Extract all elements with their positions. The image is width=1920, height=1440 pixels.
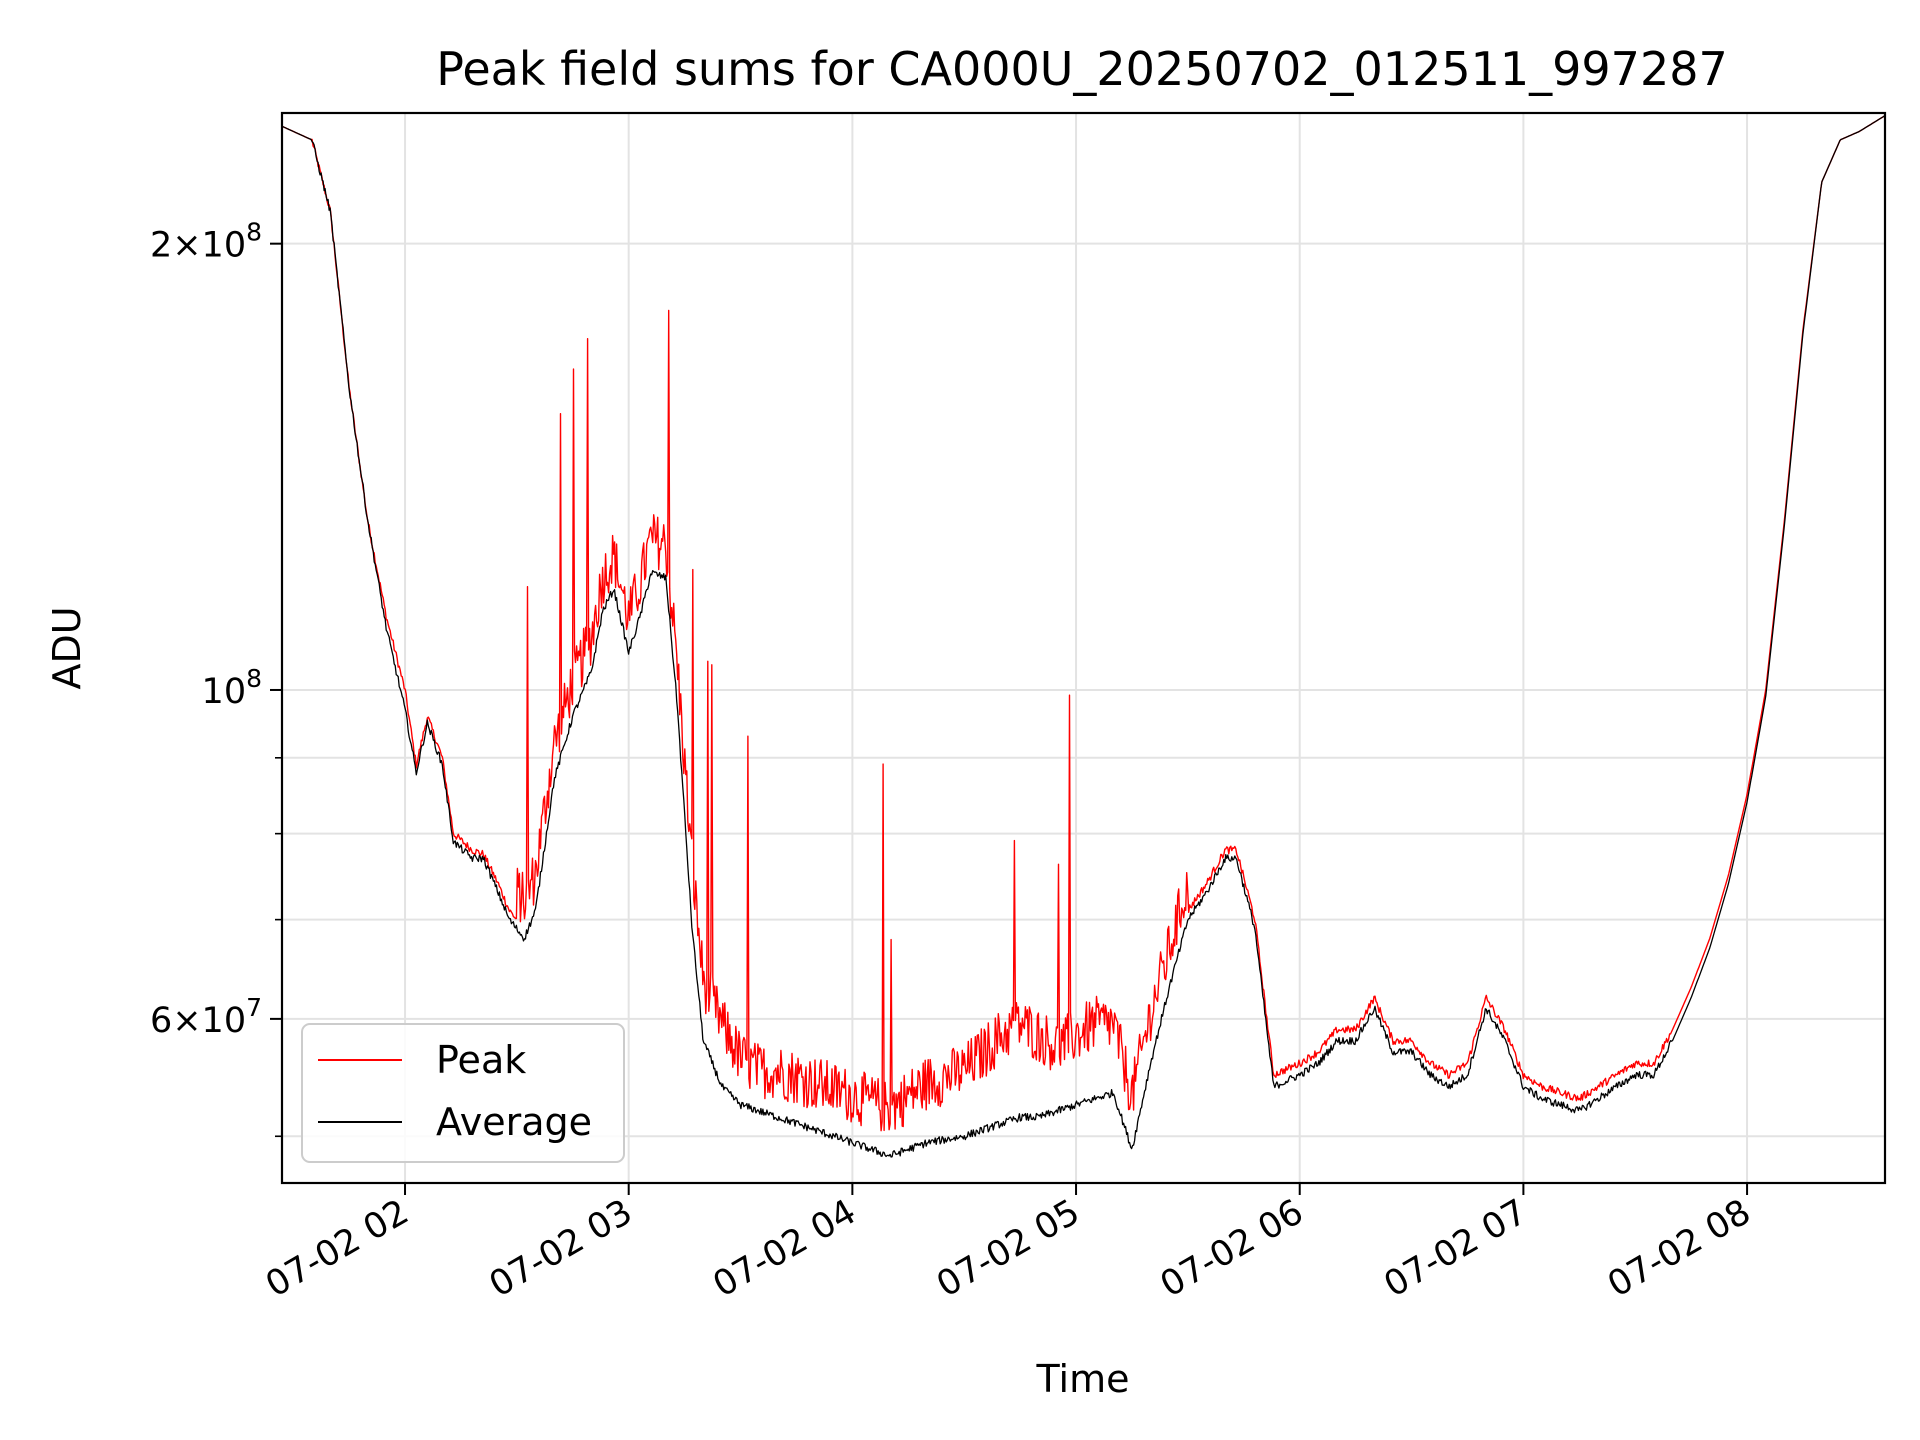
plot-frame [280, 111, 1887, 1185]
y-axis-label: ADU [45, 606, 89, 689]
y-axis: 2×108 108 6×107 [150, 218, 282, 1138]
y-tick-label: 2×108 [150, 218, 262, 266]
chart-title: Peak field sums for CA000U_20250702_0125… [436, 42, 1728, 96]
series-line-average [281, 115, 1886, 1158]
y-tick-label: 6×107 [150, 993, 262, 1041]
legend: Peak Average [301, 1023, 625, 1163]
y-tick-label: 108 [202, 664, 262, 712]
series-lines [281, 114, 1886, 1158]
x-axis-label: Time [1036, 1357, 1130, 1401]
legend-box [301, 1023, 625, 1163]
legend-label-average: Average [436, 1100, 592, 1144]
legend-label-peak: Peak [436, 1038, 526, 1082]
series-line-peak [281, 114, 1886, 1132]
grid [282, 113, 1885, 1183]
